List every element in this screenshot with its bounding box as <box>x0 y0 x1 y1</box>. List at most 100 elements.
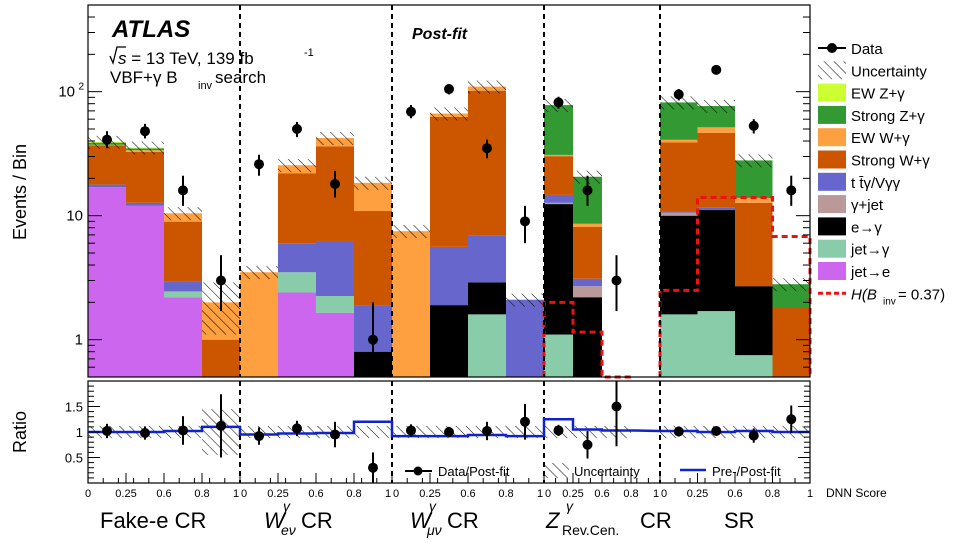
stacked-bars <box>88 86 810 377</box>
data-point <box>786 185 797 196</box>
x-tick-label: 0.25 <box>115 488 136 500</box>
region-title-sup: γ <box>429 498 437 514</box>
bar-segment <box>573 286 602 298</box>
data-point <box>292 124 302 134</box>
uncertainty-band <box>735 154 773 168</box>
legend: Data Uncertainty EW Z+γ Strong Z+γ EW W+γ Str… <box>818 41 945 307</box>
legend-label: H(B <box>851 286 877 303</box>
region-title-tail: CR <box>640 508 672 533</box>
data-point <box>330 179 340 190</box>
x-tick-label: 1 <box>233 488 239 500</box>
data-point <box>368 334 378 345</box>
legend-item: e→γ <box>818 217 882 236</box>
uncertainty-band <box>468 80 506 94</box>
ratio-point <box>711 425 722 436</box>
uncertainty-band <box>278 159 316 173</box>
bar-segment <box>468 235 506 283</box>
bar-segment <box>735 197 773 203</box>
uncertainty-band <box>506 293 544 307</box>
region-title-zrevcen: Zγ Rev.Cen. CR <box>545 498 672 538</box>
bar-segment <box>697 210 735 312</box>
x-tick-label: 0.8 <box>765 488 780 500</box>
x-axis-label: DNN Score <box>826 486 887 500</box>
data-point <box>216 275 226 286</box>
legend-label: EW Z+γ <box>851 86 905 103</box>
ratio-point <box>520 416 530 427</box>
x-axis: 0 0.25 0.6 0.8 1 0 0.25 0.6 0.8 1 0 0.25 0.6 0.8 1 0 0.2… <box>85 473 887 500</box>
data-point <box>520 216 530 227</box>
x-tick-label: 0 <box>393 488 399 500</box>
data-points <box>102 64 797 377</box>
data-point <box>611 275 622 286</box>
x-tick-label: 1 <box>537 488 543 500</box>
x-tick-label: 0.8 <box>194 488 209 500</box>
bar-segment <box>430 246 468 306</box>
legend-label: γ+jet <box>851 197 884 214</box>
ratio-point <box>406 425 416 436</box>
ratio-tick-label: 1.5 <box>65 400 83 415</box>
ratio-legend-unc-label: Uncertainty <box>574 464 640 479</box>
sqrt-s-text: s = 13 TeV, 139 fb <box>118 49 254 68</box>
data-point <box>673 89 684 100</box>
x-tick-label: 1 <box>385 488 391 500</box>
ratio-point <box>368 462 378 473</box>
region-title-sub: μν <box>426 522 442 538</box>
legend-swatch <box>818 262 846 280</box>
x-tick-label: 1 <box>807 488 813 500</box>
legend-swatch <box>818 195 846 214</box>
legend-item: EW W+γ <box>818 128 910 147</box>
bar-segment <box>697 311 735 377</box>
bar-segment <box>278 272 316 293</box>
y-tick-label: 1 <box>75 332 83 349</box>
legend-item: Uncertainty <box>818 61 927 80</box>
region-title-sup: γ <box>283 498 291 514</box>
legend-label: Data <box>851 41 883 58</box>
region-title-main: Z <box>545 508 561 533</box>
bar-segment <box>88 184 126 188</box>
x-tick-label: 0 <box>241 488 247 500</box>
uncertainty-band <box>772 278 810 292</box>
ratio-axis-label: Ratio <box>10 411 30 453</box>
uncertainty-band <box>316 131 354 145</box>
y-tick-label: 10 <box>66 208 83 225</box>
region-titles: Fake-e CR Wγ eν CR Wγ μν CR Zγ Rev.Cen. CR SR <box>100 498 755 538</box>
data-point <box>711 64 722 75</box>
data-point <box>582 185 593 196</box>
region-dividers <box>239 5 661 483</box>
bar-segment <box>468 90 506 236</box>
data-point <box>406 106 416 117</box>
bar-segment <box>316 240 354 297</box>
bar-segment <box>278 173 316 244</box>
ratio-legend-hatch <box>545 463 569 478</box>
legend-item: H(B inv = 0.37) <box>818 286 945 307</box>
legend-item: jet→γ <box>818 239 890 259</box>
sqrt-sign <box>109 46 126 66</box>
bar-segment <box>735 355 773 377</box>
bar-segment <box>544 105 573 155</box>
uncertainty-band <box>660 96 698 110</box>
data-point <box>102 134 112 145</box>
bar-segment <box>573 227 602 279</box>
bar-segment <box>430 116 468 247</box>
x-tick-label: 0.6 <box>594 488 609 500</box>
x-tick-label: 0.25 <box>419 488 440 500</box>
ratio-point <box>292 423 302 434</box>
data-point <box>748 120 759 131</box>
bar-segment <box>697 127 735 133</box>
legend-label-tail: = 0.37) <box>898 286 945 303</box>
bar-segment <box>573 223 602 228</box>
ratio-point <box>673 426 684 437</box>
legend-label: jet→γ <box>850 242 890 259</box>
ratio-point <box>254 431 264 442</box>
bar-segment <box>544 204 573 335</box>
bar-segment <box>392 231 430 377</box>
bar-segment <box>660 212 698 216</box>
region-title-fake-e: Fake-e CR <box>100 508 206 533</box>
uncertainty-band <box>164 207 202 221</box>
bar-segment <box>772 308 810 377</box>
region-title-wmunu: Wγ μν CR <box>410 498 479 538</box>
bar-segment <box>354 211 392 306</box>
legend-hatch-swatch <box>818 61 846 80</box>
